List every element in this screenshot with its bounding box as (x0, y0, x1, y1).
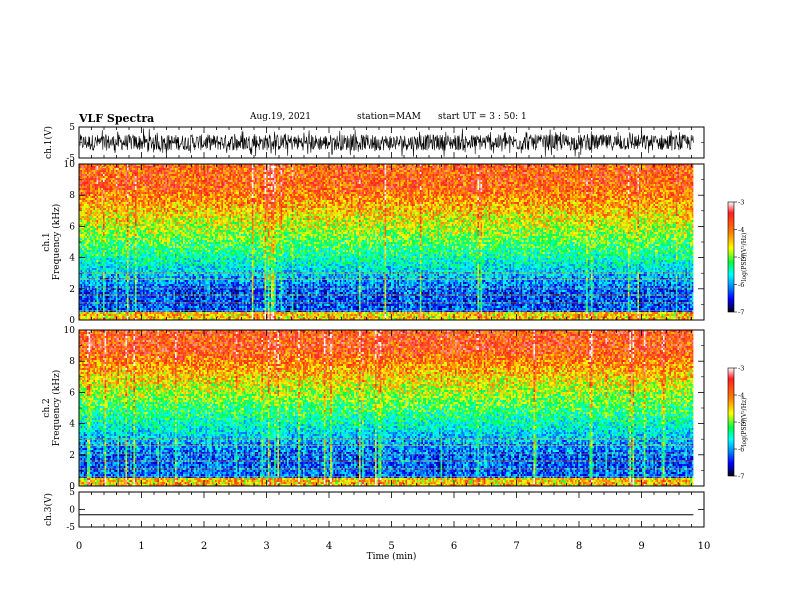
colorbar-ch2-scale (728, 368, 734, 476)
time-tick-label: 10 (698, 541, 711, 552)
ch1-waveform-trace (80, 129, 693, 157)
time-tick-label: 7 (513, 541, 519, 552)
ch1-spectrogram-image (79, 164, 694, 320)
ch3-waveform-tick-label: -5 (66, 523, 75, 533)
colorbar-ch1-scale (728, 202, 734, 312)
ch1-freq-tick-label: 8 (69, 191, 75, 201)
time-tick-label: 6 (451, 541, 457, 552)
vlf-spectra-figure: 5-5ch.1(V) 0246810ch.1Frequency (kHz) 02… (0, 0, 792, 612)
colorbar-ch1-tick-label: -3 (738, 199, 744, 207)
time-tick-label: 1 (138, 541, 144, 552)
colorbar-ch1-label: log(PSD)(V²/Hz) (741, 233, 748, 282)
time-tick-label: 5 (388, 541, 394, 552)
time-tick-label: 0 (76, 541, 82, 552)
ch3-waveform-tick-label: 5 (69, 488, 75, 498)
ch3-waveform-ylabel: ch.3(V) (43, 493, 54, 526)
ch1-spectrogram-panel: 0 2 4 6 8 10 ch.1Frequency (kHz) (42, 160, 704, 326)
time-tick-label: 9 (638, 541, 644, 552)
ch3-waveform-tick-label: 0 (69, 506, 75, 516)
ch2-freq-tick-label: 2 (69, 451, 75, 461)
time-tick-label: 8 (576, 541, 582, 552)
ch1-waveform-panel: 5-5ch.1(V) (43, 123, 704, 164)
ch2-spectrogram-image (79, 330, 694, 486)
ch1-waveform-ylabel: ch.1(V) (43, 126, 54, 159)
ch1-waveform-tick-label: 5 (69, 123, 75, 133)
ch2-ylabel: ch.2Frequency (kHz) (42, 370, 62, 447)
time-tick-label: 4 (326, 541, 332, 552)
ch2-freq-tick-label: 8 (69, 357, 75, 367)
colorbar-ch2-tick-label: -7 (738, 473, 744, 481)
ch1-freq-tick-label: 4 (69, 254, 75, 264)
time-axis-label: Time (min) (367, 551, 417, 562)
ch3-waveform-panel: 5 0 -5 ch.3(V) (43, 488, 704, 533)
ch2-freq-tick-label: 10 (64, 326, 76, 336)
time-tick-label: 2 (201, 541, 207, 552)
colorbar-ch2-label: log(PSD)(V²/Hz) (741, 398, 748, 447)
ch1-freq-tick-label: 2 (69, 285, 75, 295)
ch1-freq-tick-label: 0 (69, 316, 75, 326)
colorbar-ch1-tick-label: -7 (738, 309, 744, 317)
ch1-freq-tick-label: 10 (64, 160, 76, 170)
ch1-ylabel: ch.1Frequency (kHz) (42, 204, 62, 281)
ch2-freq-tick-label: 6 (69, 388, 75, 398)
time-axis: 0 1 2 3 4 5 6 7 8 9 10 Time (min) (76, 541, 711, 562)
time-tick-label: 3 (263, 541, 269, 552)
ch1-freq-tick-label: 6 (69, 222, 75, 232)
colorbar-ch2-tick-label: -3 (738, 365, 744, 373)
ch2-freq-tick-label: 4 (69, 420, 75, 430)
